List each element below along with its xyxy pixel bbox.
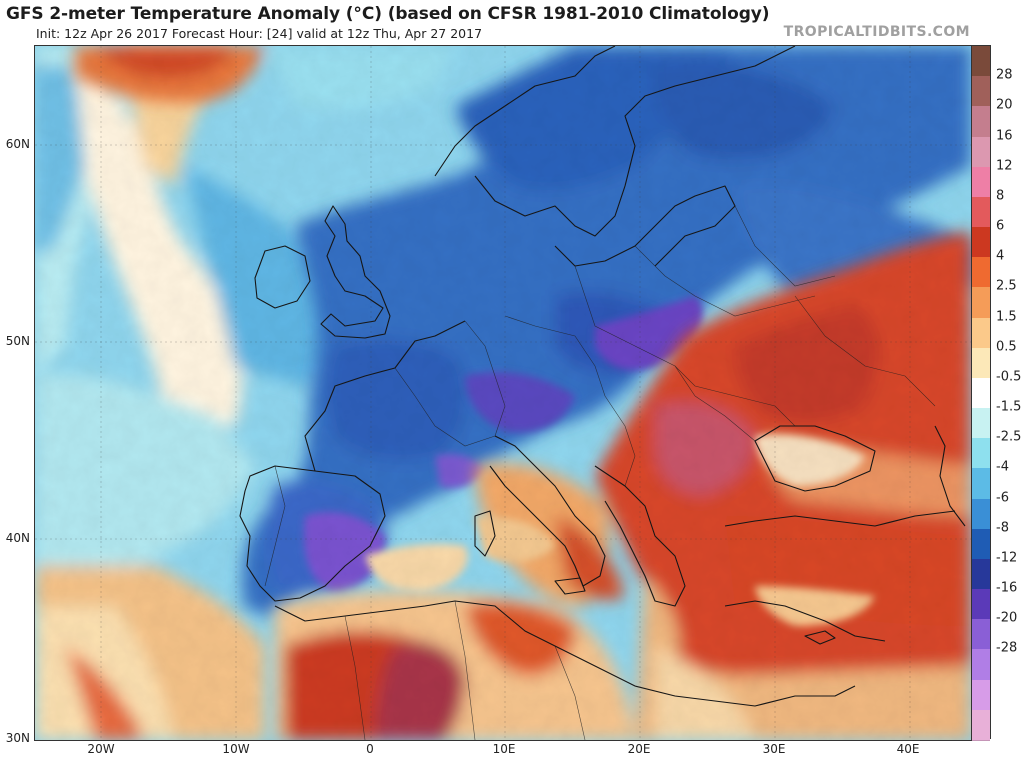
coastline-sardinia (474, 510, 496, 557)
colorbar-tick-label: 1.5 (996, 309, 1017, 325)
lon-label-0: 0 (366, 742, 374, 756)
colorbar-tick-label: 20 (996, 97, 1013, 113)
colorbar-tick-label: 28 (996, 67, 1013, 83)
colorbar (971, 45, 991, 741)
colorbar-segment (972, 709, 990, 741)
lat-label-40n: 40N (5, 531, 30, 545)
country-borders (264, 205, 936, 740)
colorbar-tick-label: 16 (996, 128, 1013, 144)
colorbar-segment (972, 257, 990, 289)
coastline-britain (320, 205, 391, 339)
colorbar-tick-label: 0.5 (996, 339, 1017, 355)
coastline-turkey-south (724, 600, 886, 642)
colorbar-segment (972, 287, 990, 319)
lon-label-10w: 10W (222, 742, 250, 756)
terrain-texture (35, 46, 971, 740)
coastline-black-sea (754, 425, 876, 492)
colorbar-segment (972, 679, 990, 711)
coastline-scandinavia (434, 46, 796, 237)
map-subtitle: Init: 12z Apr 26 2017 Forecast Hour: [24… (36, 26, 483, 41)
map-title: GFS 2-meter Temperature Anomaly (°C) (ba… (6, 4, 770, 24)
lon-label-30e: 30E (762, 742, 786, 756)
colorbar-segment (972, 408, 990, 440)
colorbar-tick-label: 4 (996, 248, 1005, 264)
colorbar-tick-label: -28 (996, 640, 1018, 656)
lat-label-30n: 30N (5, 731, 30, 745)
coastline-france (304, 320, 466, 472)
colorbar-segment (972, 558, 990, 591)
colorbar-tick-label: -8 (996, 520, 1009, 536)
colorbar-segment (972, 196, 990, 229)
lon-label-10e: 10E (492, 742, 516, 756)
colorbar-tick-label: 6 (996, 218, 1005, 234)
lon-label-20e: 20E (627, 742, 651, 756)
colorbar-tick-label: 2.5 (996, 278, 1017, 294)
colorbar-tick-label: -20 (996, 610, 1018, 626)
coastline-balkans (594, 465, 686, 607)
graticule (35, 46, 971, 740)
colorbar-tick-label: -6 (996, 490, 1009, 506)
colorbar-tick-label: 8 (996, 188, 1005, 204)
colorbar-segment (972, 589, 990, 621)
lon-label-20w: 20W (87, 742, 115, 756)
coastlines (239, 46, 966, 707)
colorbar-segment (972, 227, 990, 259)
colorbar-segment (972, 438, 990, 470)
colorbar-segment (972, 377, 990, 410)
anomaly-map-canvas (35, 46, 971, 740)
coastline-italy (489, 435, 606, 587)
colorbar-segment (972, 649, 990, 681)
colorbar-tick-label: 12 (996, 158, 1013, 174)
coastline-ireland (254, 245, 311, 309)
source-watermark: TROPICALTIDBITS.COM (783, 24, 970, 40)
colorbar-segment (972, 166, 990, 198)
colorbar-tick-label: -4 (996, 459, 1009, 475)
coastline-turkey-north (724, 510, 956, 527)
coastline-iberia (239, 465, 386, 602)
colorbar-tick-label: -12 (996, 550, 1018, 566)
coastline-caspian (934, 425, 966, 527)
colorbar-segment (972, 528, 990, 560)
lon-label-40e: 40E (896, 742, 920, 756)
colorbar-segment (972, 317, 990, 349)
colorbar-segment (972, 46, 990, 78)
colorbar-segment (972, 468, 990, 500)
colorbar-tick-label: -16 (996, 580, 1018, 596)
lat-label-60n: 60N (5, 137, 30, 151)
colorbar-segment (972, 106, 990, 138)
anomaly-map (34, 45, 972, 741)
coastline-cyprus (804, 630, 836, 645)
colorbar-tick-label: -0.5 (996, 369, 1022, 385)
coastline-baltic (554, 185, 736, 267)
colorbar-tick-label: -2.5 (996, 429, 1022, 445)
coastline-sicily (554, 577, 586, 595)
colorbar-segment (972, 347, 990, 379)
colorbar-segment (972, 136, 990, 168)
colorbar-tick-label: -1.5 (996, 399, 1022, 415)
colorbar-segment (972, 76, 990, 108)
lat-label-50n: 50N (5, 334, 30, 348)
colorbar-segment (972, 619, 990, 651)
colorbar-segment (972, 498, 990, 530)
